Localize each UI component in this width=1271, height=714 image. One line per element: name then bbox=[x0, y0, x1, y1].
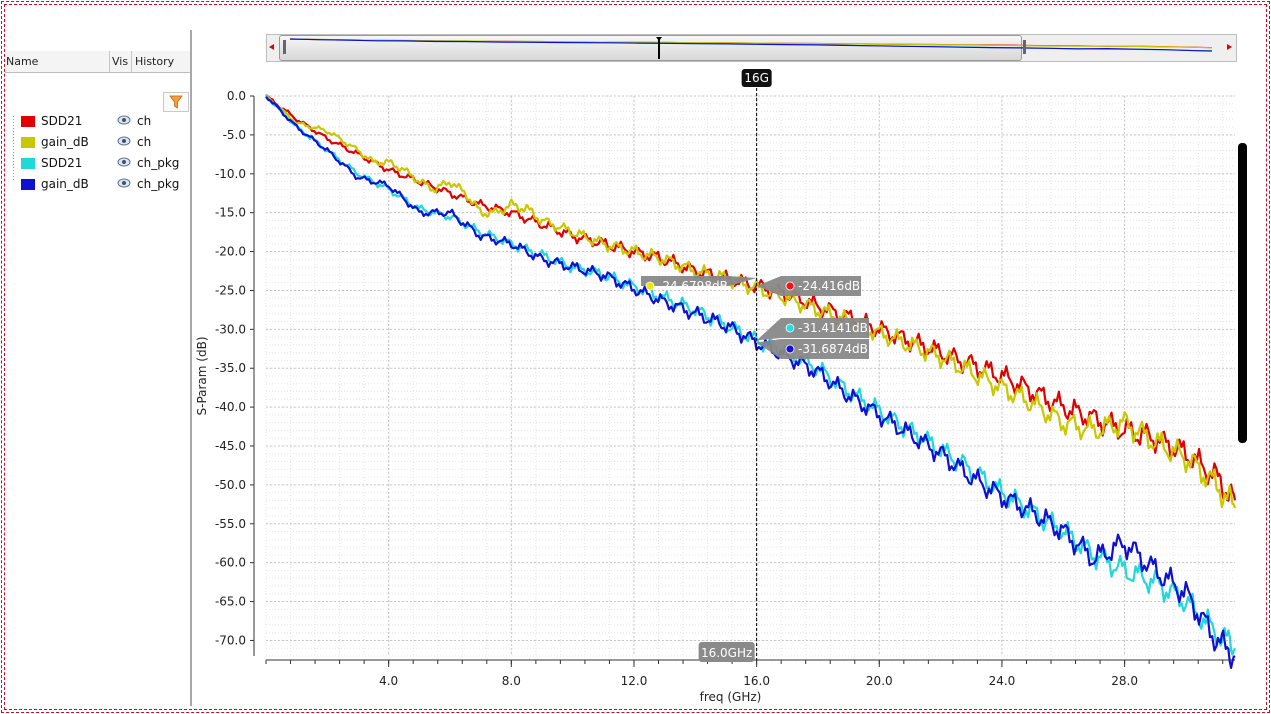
x-tick-label: 16.0 bbox=[743, 674, 770, 688]
y-tick-label: -50.0 bbox=[215, 478, 246, 492]
x-tick-label: 20.0 bbox=[866, 674, 893, 688]
inner-frame bbox=[4, 4, 1267, 710]
filter-icon bbox=[169, 95, 183, 109]
marker-readout-box[interactable] bbox=[641, 276, 757, 286]
y-tick-label: -45.0 bbox=[215, 439, 246, 453]
vis-column-header[interactable]: Vis bbox=[112, 55, 129, 68]
cursor-x-readout bbox=[698, 642, 755, 662]
scroll-right-arrow-icon[interactable] bbox=[1227, 44, 1232, 50]
legend-item[interactable]: gain_dB ch_pkg bbox=[5, 174, 190, 194]
trace-history: ch_pkg bbox=[137, 177, 180, 191]
y-tick-label: -30.0 bbox=[215, 322, 246, 336]
y-tick-label: 0.0 bbox=[227, 89, 246, 103]
x-tick-label: 28.0 bbox=[1111, 674, 1138, 688]
x-axis-label: freq (GHz) bbox=[700, 690, 762, 704]
trace-name: SDD21 bbox=[41, 114, 83, 128]
marker-readout-box[interactable] bbox=[756, 339, 869, 359]
y-tick-label: -55.0 bbox=[215, 517, 246, 531]
scroll-left-arrow-icon[interactable] bbox=[269, 44, 274, 50]
y-tick-label: -5.0 bbox=[223, 128, 246, 142]
series-line-gain-db-ch-pkg[interactable] bbox=[265, 96, 1236, 670]
legend-item[interactable]: gain_dB ch bbox=[5, 132, 190, 152]
trace-name: SDD21 bbox=[41, 156, 83, 170]
marker-readout-box[interactable] bbox=[756, 318, 869, 341]
navigator-trace bbox=[289, 38, 1213, 49]
cursor-tag[interactable] bbox=[741, 69, 772, 87]
navigator-window[interactable] bbox=[279, 35, 1022, 61]
x-tick-label: 24.0 bbox=[989, 674, 1016, 688]
marker-dot[interactable] bbox=[645, 281, 655, 291]
color-swatch bbox=[21, 158, 35, 169]
overview-navigator[interactable] bbox=[266, 34, 1237, 62]
marker-readout-box[interactable] bbox=[756, 276, 861, 296]
navigator-trace bbox=[289, 38, 1213, 52]
y-tick-label: -70.0 bbox=[215, 633, 246, 647]
series-line-sdd21-ch-pkg[interactable] bbox=[265, 94, 1236, 656]
y-axis-label: S-Param (dB) bbox=[195, 336, 209, 415]
filter-button[interactable] bbox=[163, 92, 189, 112]
cursor-tag-label: 16G bbox=[744, 71, 769, 85]
y-tick-label: -15.0 bbox=[215, 206, 246, 220]
series-line-gain-db-ch[interactable] bbox=[265, 93, 1237, 509]
y-tick-label: -60.0 bbox=[215, 556, 246, 570]
navigator-left-handle[interactable] bbox=[283, 40, 286, 54]
x-tick-label: 12.0 bbox=[621, 674, 648, 688]
legend-item[interactable]: SDD21 ch bbox=[5, 111, 190, 131]
vertical-scrollbar-thumb[interactable] bbox=[1238, 143, 1247, 443]
column-divider[interactable] bbox=[109, 51, 110, 72]
legend-panel: Name Vis History SDD21 ch gain_dB ch SDD… bbox=[5, 30, 192, 706]
color-swatch bbox=[21, 179, 35, 190]
trace-history: ch bbox=[137, 135, 152, 149]
series-line-sdd21-ch[interactable] bbox=[265, 94, 1237, 502]
trace-name: gain_dB bbox=[41, 177, 89, 191]
y-tick-label: -40.0 bbox=[215, 400, 246, 414]
marker-readout-label: -31.4141dB bbox=[798, 321, 868, 335]
color-swatch bbox=[21, 137, 35, 148]
column-divider[interactable] bbox=[131, 51, 132, 72]
marker-readout-label: -24.6798dB bbox=[658, 279, 728, 293]
name-column-header[interactable]: Name bbox=[6, 55, 39, 68]
tree-line bbox=[13, 116, 14, 182]
x-tick-label: 8.0 bbox=[502, 674, 521, 688]
trace-history: ch bbox=[137, 114, 152, 128]
navigator-cursor-marker-icon bbox=[656, 37, 662, 41]
y-tick-label: -65.0 bbox=[215, 595, 246, 609]
y-tick-label: -10.0 bbox=[215, 167, 246, 181]
legend-header: Name Vis History bbox=[5, 51, 190, 73]
trace-history: ch_pkg bbox=[137, 156, 180, 170]
history-column-header[interactable]: History bbox=[135, 55, 175, 68]
cursor-x-readout-label: 16.0GHz bbox=[701, 646, 752, 660]
y-tick-label: -20.0 bbox=[215, 245, 246, 259]
trace-name: gain_dB bbox=[41, 135, 89, 149]
marker-dot[interactable] bbox=[785, 323, 795, 333]
marker-dot[interactable] bbox=[785, 344, 795, 354]
marker-readout-label: -31.6874dB bbox=[798, 342, 868, 356]
navigator-right-handle[interactable] bbox=[1023, 40, 1026, 54]
x-tick-label: 4.0 bbox=[379, 674, 398, 688]
legend-item[interactable]: SDD21 ch_pkg bbox=[5, 153, 190, 173]
marker-dot[interactable] bbox=[785, 281, 795, 291]
color-swatch bbox=[21, 116, 35, 127]
marker-readout-label: -24.416dB bbox=[798, 279, 860, 293]
y-tick-label: -35.0 bbox=[215, 361, 246, 375]
y-tick-label: -25.0 bbox=[215, 283, 246, 297]
